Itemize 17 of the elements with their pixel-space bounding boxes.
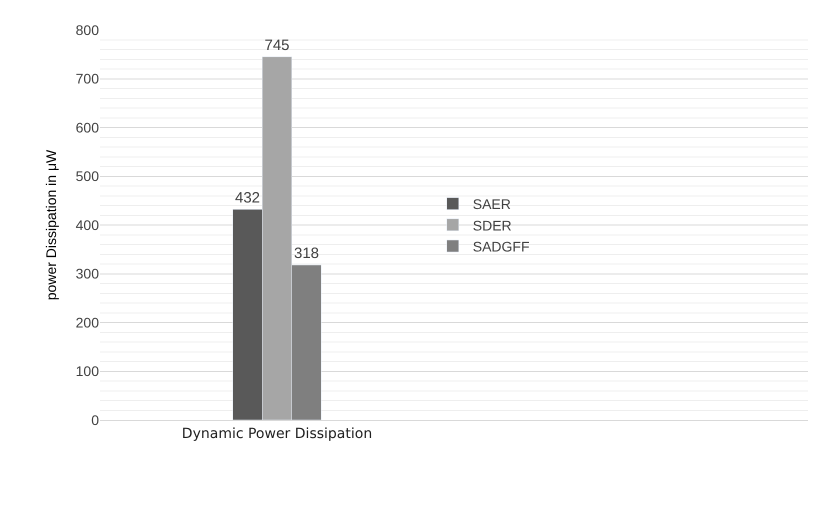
y-tick-label: 700 <box>76 70 100 87</box>
y-tick-label: 800 <box>76 22 100 38</box>
legend-label: SAER <box>472 196 511 212</box>
y-axis-title: power Dissipation in μW <box>43 148 60 300</box>
y-tick-label: 300 <box>76 266 100 282</box>
y-tick-label: 600 <box>76 119 100 136</box>
y-tick-label: 0 <box>91 412 100 428</box>
data-label: 745 <box>264 36 290 54</box>
legend-label: SDER <box>472 217 512 234</box>
y-tick-label: 200 <box>76 314 100 330</box>
data-label: 318 <box>294 244 320 262</box>
x-tick-label: Dynamic Power Dissipation <box>182 426 372 442</box>
y-tick-label: 500 <box>76 168 100 184</box>
legend-label: SADGFF <box>472 238 530 254</box>
y-tick-label: 400 <box>76 216 100 233</box>
data-label: 432 <box>234 189 260 206</box>
y-tick-label: 100 <box>76 363 100 380</box>
